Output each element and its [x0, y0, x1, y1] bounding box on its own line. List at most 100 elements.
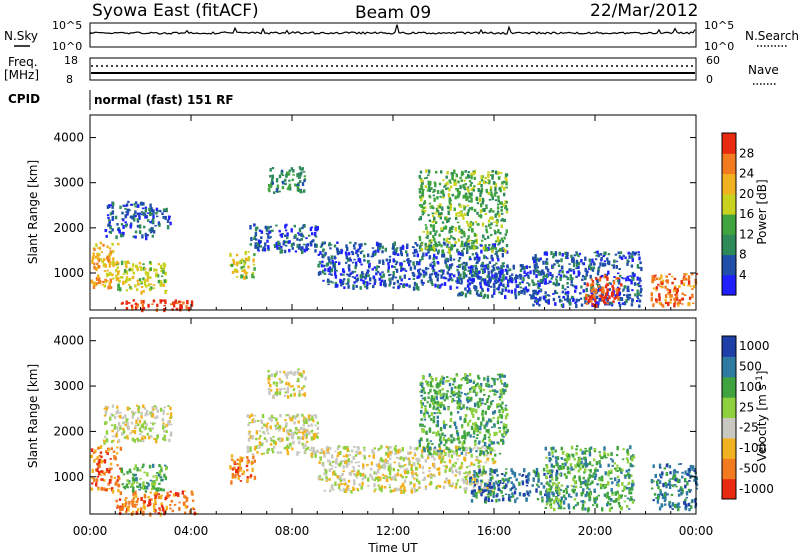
velocity-cell [591, 465, 593, 467]
velocity-cell [405, 476, 407, 478]
power-cell [167, 219, 169, 223]
power-cell [476, 262, 478, 264]
power-cell [252, 276, 254, 278]
power-cell [657, 284, 659, 286]
power-cell [281, 172, 283, 175]
velocity-cell [139, 428, 141, 432]
power-cell [632, 299, 634, 302]
power-cell [294, 225, 296, 228]
power-cell [343, 270, 345, 273]
power-cell [574, 302, 576, 305]
velocity-cell [147, 483, 149, 487]
power-cell [481, 179, 483, 182]
power-cell [637, 277, 639, 281]
velocity-cell [275, 392, 277, 395]
power-cell [506, 264, 508, 268]
power-cell [150, 267, 152, 271]
power-cell [429, 277, 431, 281]
velocity-cell [440, 397, 442, 399]
power-cell [438, 250, 440, 254]
velocity-cell [482, 445, 484, 448]
power-cell [475, 252, 477, 255]
power-cell [373, 276, 375, 279]
power-cell [458, 281, 460, 284]
velocity-cell [514, 472, 516, 476]
power-cell [289, 170, 291, 173]
velocity-cell [474, 442, 476, 446]
power-cell [161, 212, 163, 215]
power-cell [162, 270, 164, 274]
velocity-cell [287, 395, 289, 399]
velocity-cell [232, 460, 234, 462]
power-cell [295, 250, 297, 252]
velocity-cell [246, 469, 248, 471]
velocity-cell [352, 456, 354, 460]
velocity-cell [361, 486, 363, 490]
velocity-cell [423, 415, 425, 418]
velocity-cell [162, 413, 164, 415]
velocity-cell [311, 430, 313, 433]
velocity-cell [95, 483, 97, 487]
power-cell [564, 298, 566, 300]
power-cell [145, 233, 147, 237]
velocity-cell [308, 425, 310, 428]
velocity-cell [285, 382, 287, 386]
power-cell [674, 278, 676, 280]
velocity-cell [449, 383, 451, 386]
power-cell [446, 182, 448, 186]
velocity-cell [419, 486, 421, 488]
power-cell [608, 253, 610, 255]
velocity-cell [124, 499, 126, 501]
velocity-cell [515, 488, 517, 490]
power-cell [463, 275, 465, 279]
power-cell [314, 227, 316, 231]
power-cell [248, 256, 250, 260]
power-cell [486, 248, 488, 251]
velocity-cell [283, 388, 285, 390]
velocity-cell [493, 491, 495, 495]
velocity-cell [163, 410, 165, 414]
power-cell [428, 243, 430, 245]
velocity-cell [289, 386, 291, 388]
power-cell [105, 229, 107, 231]
velocity-cell [267, 370, 269, 372]
velocity-cell [503, 480, 505, 483]
power-cell [440, 230, 442, 232]
velocity-cell [491, 469, 493, 473]
power-cell [484, 294, 486, 298]
power-cell [538, 273, 540, 276]
velocity-cell [473, 474, 475, 478]
velocity-cell [501, 375, 503, 378]
velocity-cell [337, 452, 339, 455]
power-cell [637, 264, 639, 269]
freq-tick-high: 18 [64, 54, 78, 67]
power-cell [284, 179, 286, 182]
velocity-cell [500, 421, 502, 423]
velocity-cell [484, 425, 486, 430]
velocity-cell [495, 481, 497, 483]
power-cell [546, 258, 548, 260]
power-cell [582, 275, 584, 278]
velocity-cell [387, 454, 389, 458]
velocity-cell [185, 505, 187, 509]
velocity-cell [592, 504, 594, 506]
velocity-cell [430, 418, 432, 421]
power-cell [579, 292, 581, 294]
velocity-cell [350, 460, 352, 463]
power-cell [468, 171, 470, 173]
velocity-cell [163, 489, 165, 492]
power-cell [493, 289, 495, 293]
power-cell [172, 301, 174, 304]
power-colorbar-band [722, 174, 736, 195]
velocity-cell [236, 463, 238, 465]
velocity-cell [518, 473, 520, 475]
power-cell [513, 266, 515, 270]
power-cell [665, 302, 667, 304]
power-cell [654, 275, 656, 277]
power-cell [429, 181, 431, 185]
velocity-cell [121, 507, 123, 511]
power-cell [467, 279, 469, 282]
power-cell [567, 286, 569, 288]
velocity-cell [301, 387, 303, 389]
power-cell [562, 285, 564, 289]
